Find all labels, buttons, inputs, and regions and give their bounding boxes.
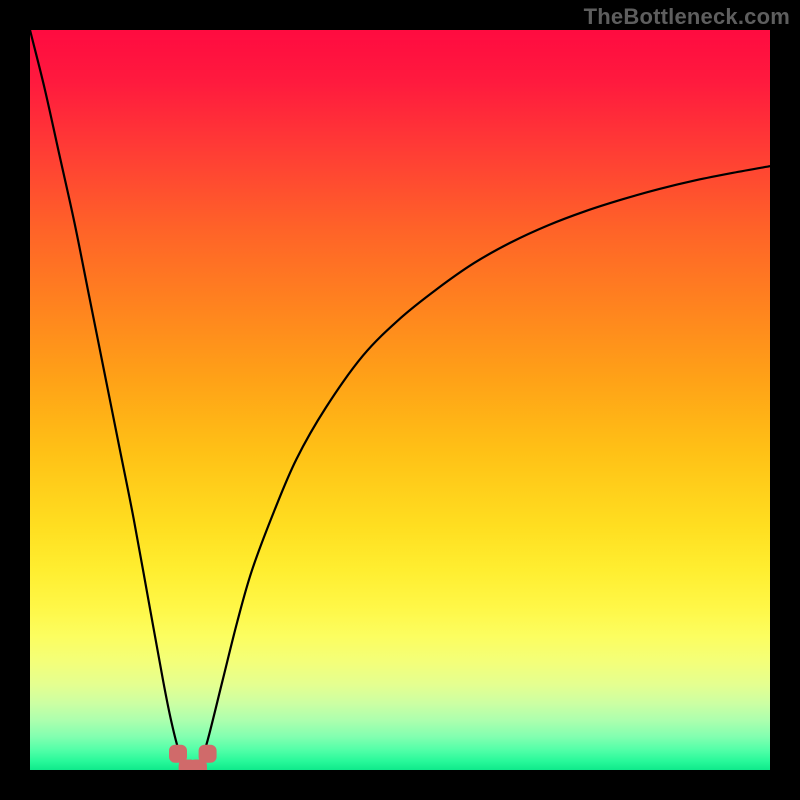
- plot-area: [30, 30, 770, 770]
- watermark-text: TheBottleneck.com: [584, 4, 790, 30]
- gradient-background: [30, 30, 770, 770]
- frame: TheBottleneck.com: [0, 0, 800, 800]
- valley-marker: [199, 745, 217, 763]
- bottleneck-chart: [30, 30, 770, 770]
